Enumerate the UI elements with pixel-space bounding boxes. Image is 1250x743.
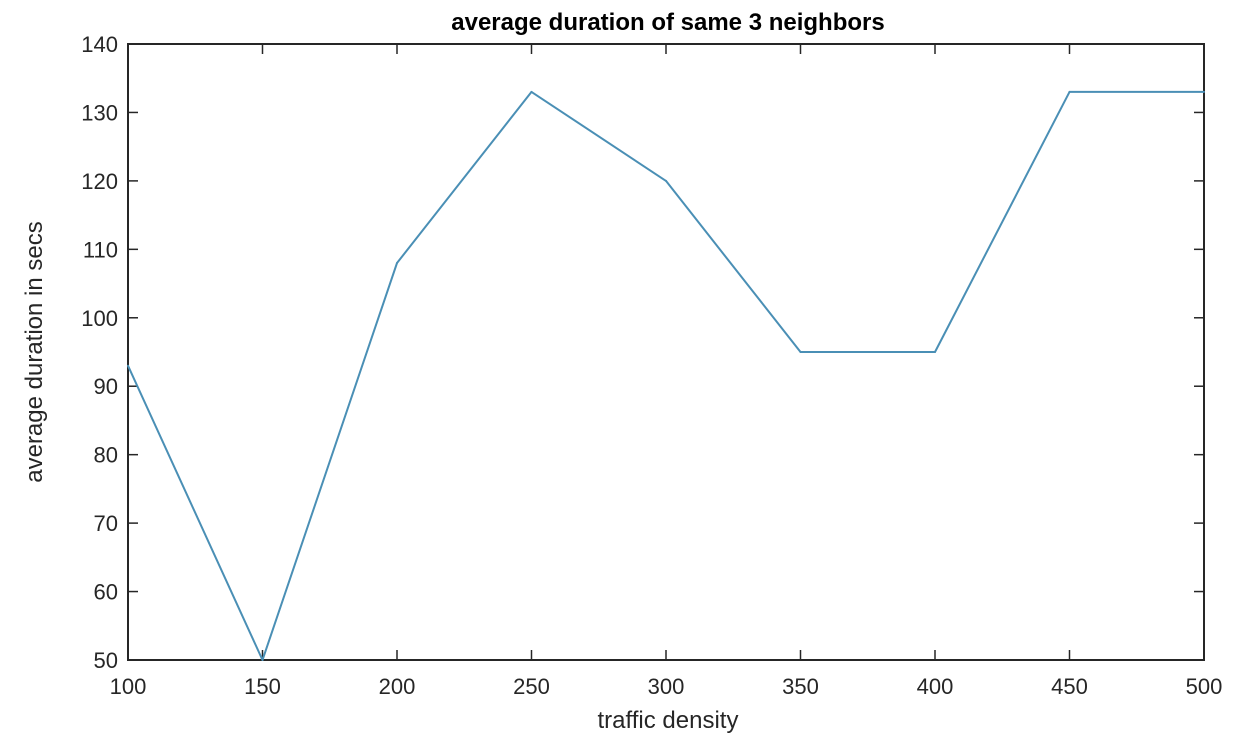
y-tick-label: 100 [81, 306, 118, 331]
y-tick-label: 110 [83, 237, 118, 262]
plot-area [127, 43, 1205, 661]
data-point [665, 179, 667, 182]
y-tick-label: 90 [94, 374, 118, 399]
x-axis-label: traffic density [598, 707, 739, 734]
x-tick-label: 400 [917, 674, 954, 699]
series-layer [127, 90, 1205, 661]
x-tick-label: 350 [782, 674, 819, 699]
data-point [1068, 90, 1071, 93]
x-axis-ticks: 100 150 200 250 300 350 400 450 500 [110, 44, 1223, 699]
x-tick-label: 450 [1051, 674, 1088, 699]
y-tick-label: 70 [94, 511, 118, 536]
y-tick-label: 60 [94, 580, 118, 605]
x-tick-label: 200 [379, 674, 416, 699]
x-tick-label: 250 [513, 674, 550, 699]
y-axis-label: average duration in secs [21, 221, 48, 483]
data-point [127, 364, 129, 367]
y-tick-label: 130 [81, 100, 118, 125]
x-tick-label: 500 [1186, 674, 1223, 699]
y-axis-ticks: 50 60 70 80 90 100 110 120 130 140 [81, 32, 1204, 673]
y-tick-label: 120 [81, 169, 118, 194]
y-tick-label: 140 [81, 32, 118, 57]
data-point [530, 90, 533, 93]
data-point [799, 351, 802, 353]
y-tick-label: 50 [94, 648, 118, 673]
data-point [934, 351, 936, 353]
data-point [396, 262, 398, 265]
x-tick-label: 300 [648, 674, 685, 699]
data-point [261, 659, 264, 661]
data-point [1203, 90, 1205, 93]
x-tick-label: 150 [244, 674, 281, 699]
y-tick-label: 80 [94, 443, 118, 468]
x-tick-label: 100 [110, 674, 147, 699]
chart-title: average duration of same 3 neighbors [451, 9, 884, 36]
